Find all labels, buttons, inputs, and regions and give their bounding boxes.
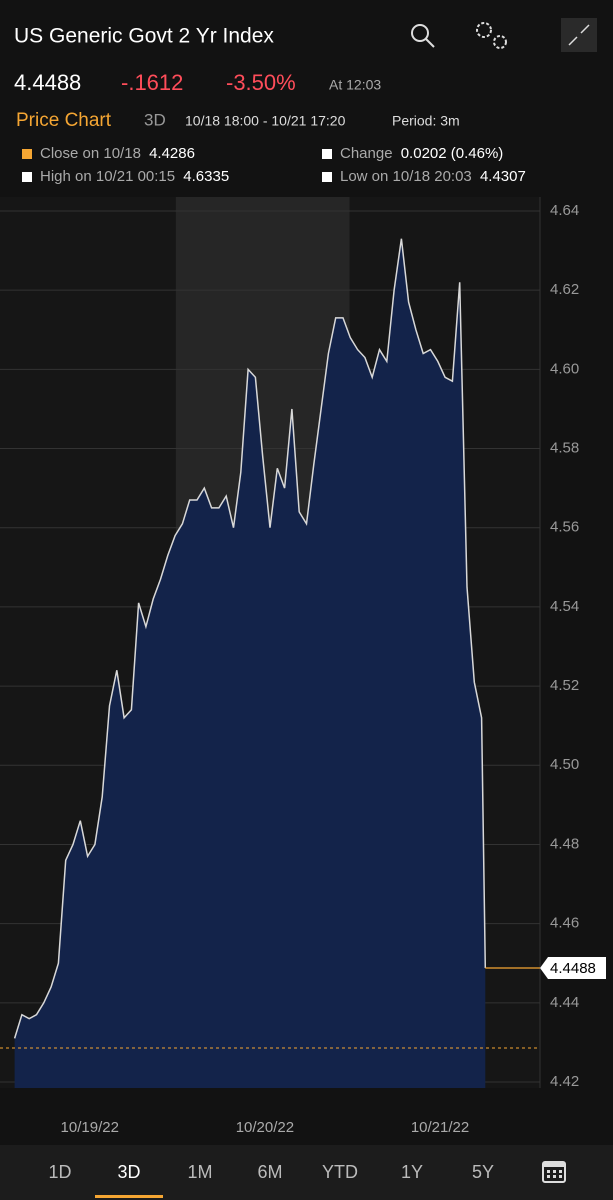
- stat-marker: [22, 172, 32, 182]
- span-label: 10/18 18:00 - 10/21 17:20: [185, 113, 346, 129]
- net-change: -.1612: [121, 70, 183, 95]
- tab-bar: [0, 1145, 613, 1200]
- y-tick-label: 4.62: [550, 281, 579, 298]
- stat-marker: [322, 172, 332, 182]
- search-icon[interactable]: [411, 24, 435, 48]
- title: US Generic Govt 2 Yr Index: [14, 25, 274, 48]
- chart-title: Price Chart: [16, 110, 112, 131]
- period-label: Period: 3m: [392, 113, 460, 129]
- x-tick-label: 10/21/22: [411, 1119, 469, 1136]
- y-tick-label: 4.50: [550, 756, 579, 773]
- pct-change: -3.50%: [226, 70, 296, 95]
- price-line: [13, 238, 487, 1039]
- tabs: 1D 3D 1M 6M YTD 1Y 5Y: [48, 1162, 494, 1198]
- last-price-label: 4.4488: [550, 960, 596, 977]
- collapse-icon[interactable]: [561, 18, 597, 52]
- stat-label: Close on 10/18: [40, 145, 141, 162]
- stat: Change 0.0202 (0.46%): [340, 145, 503, 162]
- stat-value: 4.4307: [480, 168, 526, 185]
- stat-label: Change: [340, 145, 393, 162]
- stat: High on 10/21 00:15 4.6335: [40, 168, 229, 185]
- x-tick-label: 10/20/22: [236, 1119, 294, 1136]
- stat-marker: [322, 149, 332, 159]
- y-tick-label: 4.48: [550, 835, 579, 852]
- stat-label: High on 10/21 00:15: [40, 168, 175, 185]
- last-price: 4.4488: [14, 70, 81, 95]
- y-tick-label: 4.64: [550, 202, 579, 219]
- y-tick-label: 4.60: [550, 360, 579, 377]
- quote-time: At 12:03: [329, 77, 381, 93]
- y-tick-label: 4.58: [550, 440, 579, 457]
- stat-label: Low on 10/18 20:03: [340, 168, 472, 185]
- stats: Close on 10/18 4.4286 Change 0.0202 (0.46…: [22, 145, 526, 185]
- calendar-icon[interactable]: [542, 1161, 566, 1183]
- settings-icon[interactable]: [476, 22, 507, 49]
- tab[interactable]: 1Y: [401, 1162, 423, 1182]
- tab[interactable]: YTD: [322, 1162, 358, 1182]
- stat: Close on 10/18 4.4286: [40, 145, 195, 162]
- stat-value: 0.0202 (0.46%): [401, 145, 504, 162]
- stat-value: 4.6335: [183, 168, 229, 185]
- stat-marker: [22, 149, 32, 159]
- range-label: 3D: [144, 110, 166, 129]
- tab[interactable]: 5Y: [472, 1162, 494, 1182]
- y-tick-label: 4.52: [550, 677, 579, 694]
- stat: Low on 10/18 20:03 4.4307: [340, 168, 526, 185]
- y-tick-label: 4.44: [550, 994, 579, 1011]
- y-tick-label: 4.46: [550, 915, 579, 932]
- last-price-tag: [540, 956, 606, 979]
- y-tick-label: 4.56: [550, 519, 579, 536]
- chart: 4.42 4.44 4.46 4.48 4.50 4.52 4.54 4.56 4.58 4.60…: [0, 197, 606, 1136]
- tab[interactable]: 1M: [187, 1162, 212, 1182]
- y-tick-label: 4.54: [550, 598, 579, 615]
- tab-underline: [95, 1195, 163, 1198]
- tab[interactable]: 1D: [48, 1162, 71, 1182]
- y-tick-label: 4.42: [550, 1073, 579, 1090]
- x-tick-label: 10/19/22: [61, 1119, 119, 1136]
- tab[interactable]: 3D: [117, 1162, 140, 1182]
- area-fill: [14, 238, 486, 1088]
- stat-value: 4.4286: [149, 145, 195, 162]
- tab[interactable]: 6M: [257, 1162, 282, 1182]
